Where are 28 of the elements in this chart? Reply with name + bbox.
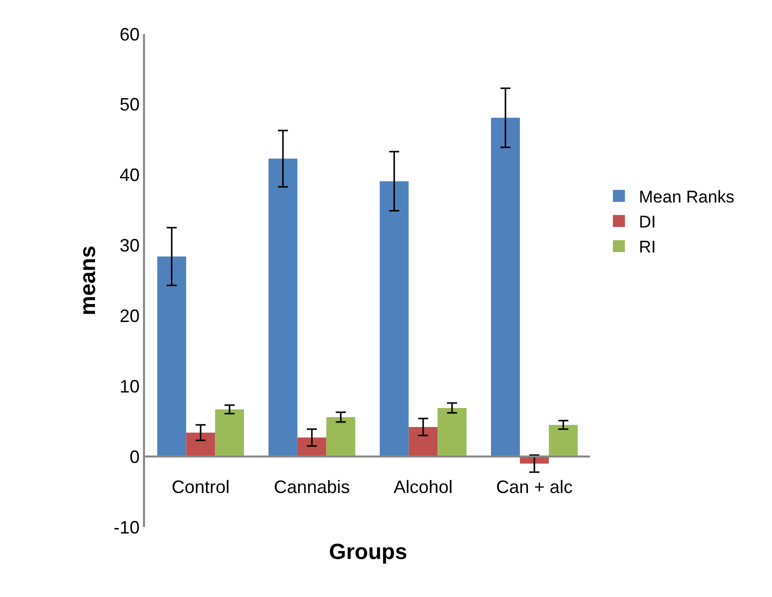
y-tick-label: 60	[120, 24, 140, 44]
y-tick-label: 20	[120, 306, 140, 326]
bar	[408, 426, 438, 457]
x-tick-label: Cannabis	[274, 476, 350, 497]
x-tick-label: Can + alc	[496, 476, 573, 497]
y-tick-label: 50	[120, 94, 140, 115]
bar	[380, 181, 409, 457]
bar	[268, 158, 298, 457]
legend-label: Mean Ranks	[638, 188, 734, 207]
y-tick-label: 30	[120, 236, 140, 256]
x-axis-title: Groups	[329, 539, 408, 564]
legend-label: DI	[638, 212, 656, 232]
bar	[326, 417, 356, 457]
x-tick-label: Alcohol	[394, 476, 453, 497]
bar	[186, 432, 216, 457]
bar	[215, 409, 244, 457]
y-tick-label: -10	[114, 517, 140, 538]
legend-label: RI	[638, 238, 656, 257]
bar	[490, 118, 520, 457]
y-tick-label: 40	[120, 165, 140, 186]
x-tick-label: Control	[172, 476, 230, 497]
bar	[297, 438, 326, 457]
y-tick-label: 10	[120, 376, 140, 396]
bar	[438, 408, 467, 457]
bar	[548, 424, 578, 457]
bar	[157, 256, 186, 457]
y-axis-title: means	[74, 246, 100, 316]
y-tick-label: 0	[130, 446, 140, 467]
